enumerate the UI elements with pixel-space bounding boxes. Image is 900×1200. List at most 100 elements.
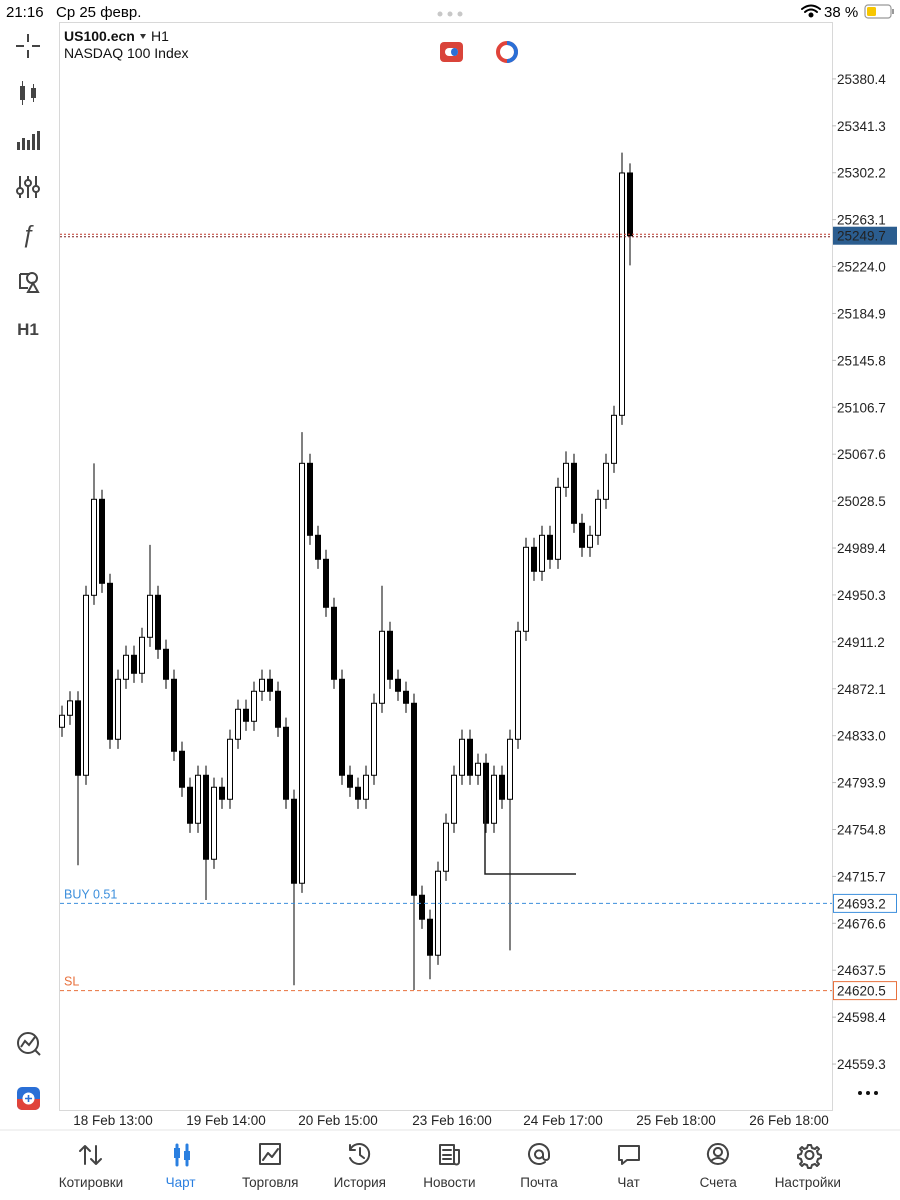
candle-body: [67, 700, 73, 716]
price-line-value: 24620.5: [837, 984, 886, 999]
candle-body: [75, 700, 81, 776]
candle-body: [203, 774, 209, 860]
tab-icon[interactable]: [439, 1144, 460, 1166]
trade-signal-icon[interactable]: [496, 41, 518, 63]
candle-body: [243, 708, 249, 722]
tab-label[interactable]: Торговля: [242, 1175, 298, 1190]
price-line-label: SL: [64, 975, 79, 989]
battery-level: 38 %: [824, 4, 858, 21]
y-tick-label: 24911.2: [837, 635, 885, 650]
candle-body: [499, 774, 505, 800]
candle-body: [99, 498, 105, 584]
candle-body: [299, 462, 305, 884]
tab-icon[interactable]: [79, 1145, 102, 1165]
candle-body: [611, 414, 617, 464]
tab-icon-body: [174, 1148, 180, 1158]
x-tick-label: 18 Feb 13:00: [73, 1113, 153, 1128]
candle-body: [395, 678, 401, 692]
candle-body: [387, 630, 393, 680]
candle-body: [459, 738, 465, 776]
candle-body: [219, 786, 225, 800]
tab-label[interactable]: Настройки: [775, 1175, 841, 1190]
tab-label[interactable]: Счета: [700, 1175, 738, 1190]
x-tick-label: 20 Feb 15:00: [298, 1113, 378, 1128]
candle-body: [603, 462, 609, 500]
candle-body: [531, 546, 537, 572]
candle-body: [555, 486, 561, 560]
tab-label[interactable]: Котировки: [59, 1175, 123, 1190]
tab-label[interactable]: Почта: [520, 1175, 558, 1190]
candle-body: [475, 762, 481, 776]
signals-tool[interactable]: [17, 1032, 41, 1056]
candle-body: [315, 534, 321, 560]
x-tick-label: 26 Feb 18:00: [749, 1113, 829, 1128]
tab-icon[interactable]: [618, 1145, 640, 1165]
candle-body: [291, 798, 297, 884]
y-tick-label: 24715.7: [837, 869, 886, 884]
settings-tool[interactable]: [16, 176, 40, 198]
chart-frame: [59, 22, 833, 1111]
timeframe-tool[interactable]: H1: [17, 320, 39, 339]
tab-label[interactable]: История: [334, 1175, 386, 1190]
x-tick-label: 23 Feb 16:00: [412, 1113, 492, 1128]
candle-body: [163, 648, 169, 680]
y-tick-label: 24754.8: [837, 822, 886, 837]
candle-body: [355, 786, 361, 800]
candle-body: [467, 738, 473, 776]
candle-body: [619, 172, 625, 416]
symbol-description: NASDAQ 100 Index: [64, 45, 189, 61]
candle-body: [275, 690, 281, 728]
tab-icon[interactable]: [259, 1143, 281, 1165]
candle-body: [411, 702, 417, 896]
chart-type-tool[interactable]: [20, 81, 36, 105]
y-tick-label: 24833.0: [837, 729, 886, 744]
candle-body: [403, 690, 409, 704]
trade-tool[interactable]: [17, 1087, 40, 1110]
function-tool[interactable]: ƒ: [21, 221, 34, 248]
candle-body: [379, 630, 385, 704]
candle-body: [139, 636, 145, 674]
tab-label[interactable]: Новости: [423, 1175, 475, 1190]
tab-icon[interactable]: [706, 1143, 729, 1165]
candle-body: [155, 594, 161, 650]
x-tick-label: 19 Feb 14:00: [186, 1113, 266, 1128]
symbol[interactable]: US100.ecn: [64, 28, 135, 44]
current-price-box: [833, 226, 897, 245]
x-tick-label: 25 Feb 18:00: [636, 1113, 716, 1128]
symbol-dropdown[interactable]: [140, 34, 146, 39]
candle-body: [491, 774, 497, 824]
tab-icon[interactable]: [797, 1144, 822, 1169]
candle-body: [59, 714, 65, 728]
tab-icon[interactable]: [349, 1143, 371, 1165]
x-tick-label: 24 Feb 17:00: [523, 1113, 603, 1128]
y-tick-label: 25224.0: [837, 260, 886, 275]
tab-label[interactable]: Чат: [617, 1175, 639, 1190]
candle-body: [515, 630, 521, 740]
price-line-label: BUY 0.51: [64, 887, 117, 901]
crosshair-tool[interactable]: [16, 34, 40, 58]
indicators-tool[interactable]: [17, 131, 40, 150]
price-line-value: 24693.2: [837, 896, 886, 911]
tab-icon[interactable]: [528, 1143, 550, 1165]
candle-body: [227, 738, 233, 800]
one-click-trading-icon[interactable]: [440, 42, 463, 62]
y-tick-label: 25184.9: [837, 306, 886, 321]
header-timeframe[interactable]: H1: [151, 28, 169, 44]
more-menu[interactable]: [858, 1091, 878, 1095]
candle-body: [507, 738, 513, 800]
y-tick-label: 24676.6: [837, 916, 886, 931]
tab-label[interactable]: Чарт: [166, 1175, 196, 1190]
objects-tool[interactable]: [19, 272, 40, 293]
y-tick-label: 24950.3: [837, 588, 886, 603]
candle-body: [283, 726, 289, 800]
candle-body: [587, 534, 593, 548]
y-tick-label: 24598.4: [837, 1010, 886, 1025]
y-tick-label: 25302.2: [837, 166, 886, 181]
candle-body: [147, 594, 153, 638]
candle-body: [131, 654, 137, 674]
candle-body: [627, 172, 633, 237]
candle-body: [595, 498, 601, 536]
y-tick-label: 25380.4: [837, 72, 886, 87]
